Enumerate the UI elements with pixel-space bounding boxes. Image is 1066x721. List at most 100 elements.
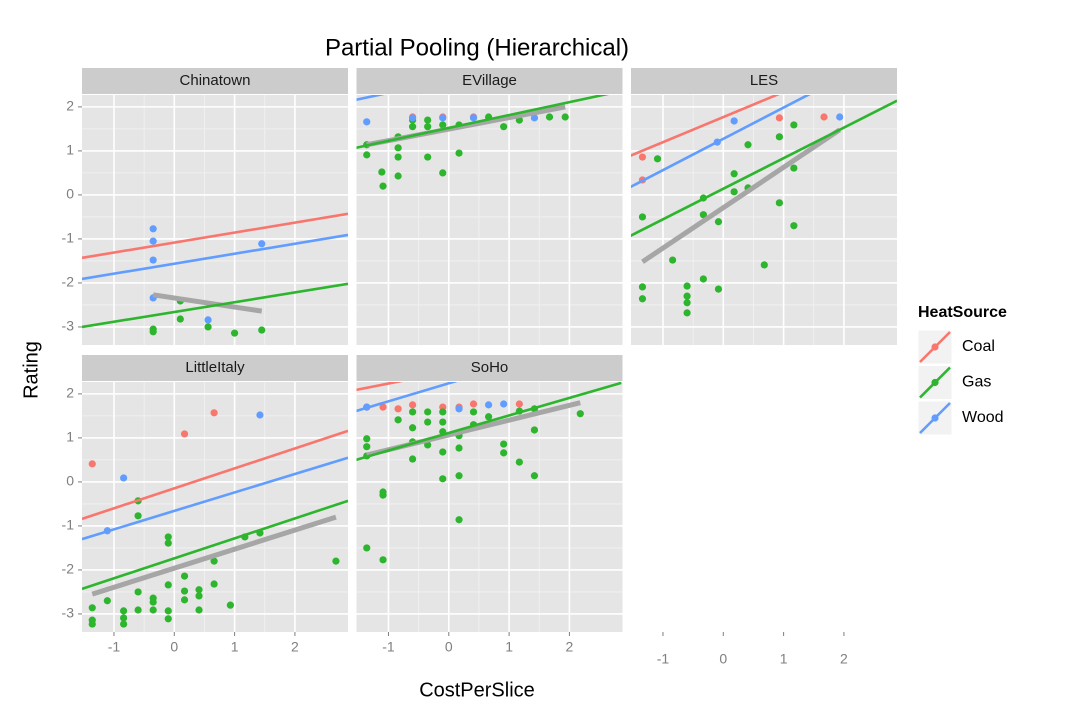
point [164,539,172,547]
point [439,475,447,483]
point [394,172,402,180]
point [164,607,172,615]
legend-key-point [931,414,939,422]
point [204,323,212,331]
facet-panel: LES -1 0 1 2 [631,68,897,667]
point [180,572,189,580]
point [439,408,447,416]
point [363,544,371,552]
pooled-fit-line [641,127,842,264]
point [683,299,691,307]
point [530,426,539,434]
point [576,410,584,418]
regression-line [82,212,348,260]
point [256,411,264,419]
point [515,400,523,408]
point [455,472,463,480]
x-tick-label: 2 [566,639,574,655]
y-tick-label: 0 [66,473,74,489]
panel-marks [356,95,609,190]
point [484,401,493,409]
point [439,418,447,426]
point [258,240,266,248]
y-axis-label: Rating [20,341,42,399]
point [775,114,783,122]
point [258,326,266,334]
point [176,315,184,323]
strip-label: EVillage [462,72,517,89]
point [790,164,798,172]
regression-line [82,233,348,281]
point [744,141,752,149]
point [120,614,128,622]
point [195,592,203,600]
point [134,512,142,520]
point [638,295,647,303]
point [231,329,239,337]
point [730,117,738,125]
point [760,261,768,269]
pooled-fit-line [152,292,263,314]
regression-line [356,95,609,150]
point [500,449,508,457]
panel-background [631,95,897,345]
point [836,113,844,121]
point [455,149,463,157]
x-tick-label: -1 [108,639,121,655]
point [149,594,157,602]
point [469,408,478,416]
point [820,113,828,121]
panel-background [82,382,348,632]
x-tick-label: 1 [231,639,239,655]
point [363,443,371,451]
point [638,153,647,161]
point [699,211,707,219]
regression-line [631,99,897,237]
y-tick-label: -2 [62,561,75,577]
point [500,123,508,131]
facet-panel: EVillage [356,68,623,345]
legend-label: Gas [962,374,991,391]
point [775,199,783,207]
x-axis-label: CostPerSlice [419,679,535,701]
point [408,114,417,122]
point [469,400,478,408]
point [180,430,189,438]
point [530,472,539,480]
point [683,292,691,300]
point [638,213,647,221]
point [180,596,189,604]
point [500,400,508,408]
panel-marks [82,212,348,337]
point [120,474,128,482]
point [378,168,386,176]
point [730,170,738,178]
point [530,114,539,122]
point [379,403,387,411]
point [195,606,203,614]
legend-label: Coal [962,338,995,355]
point [204,316,212,324]
point [455,516,463,524]
point [164,581,172,589]
point [638,283,647,291]
point [379,556,387,564]
point [545,113,554,121]
regression-line [82,499,348,591]
point [683,282,691,290]
regression-line [631,95,780,157]
point [714,285,723,293]
x-tick-label: 2 [291,639,299,655]
point [424,116,432,124]
panel-marks [631,95,897,317]
point [210,409,218,417]
x-tick-label: 0 [445,639,453,655]
point [149,606,157,614]
x-tick-label: 1 [505,639,513,655]
point [363,151,371,159]
regression-line [82,456,348,541]
point [683,309,691,317]
point [149,328,157,336]
point [88,460,96,468]
point [120,607,128,615]
